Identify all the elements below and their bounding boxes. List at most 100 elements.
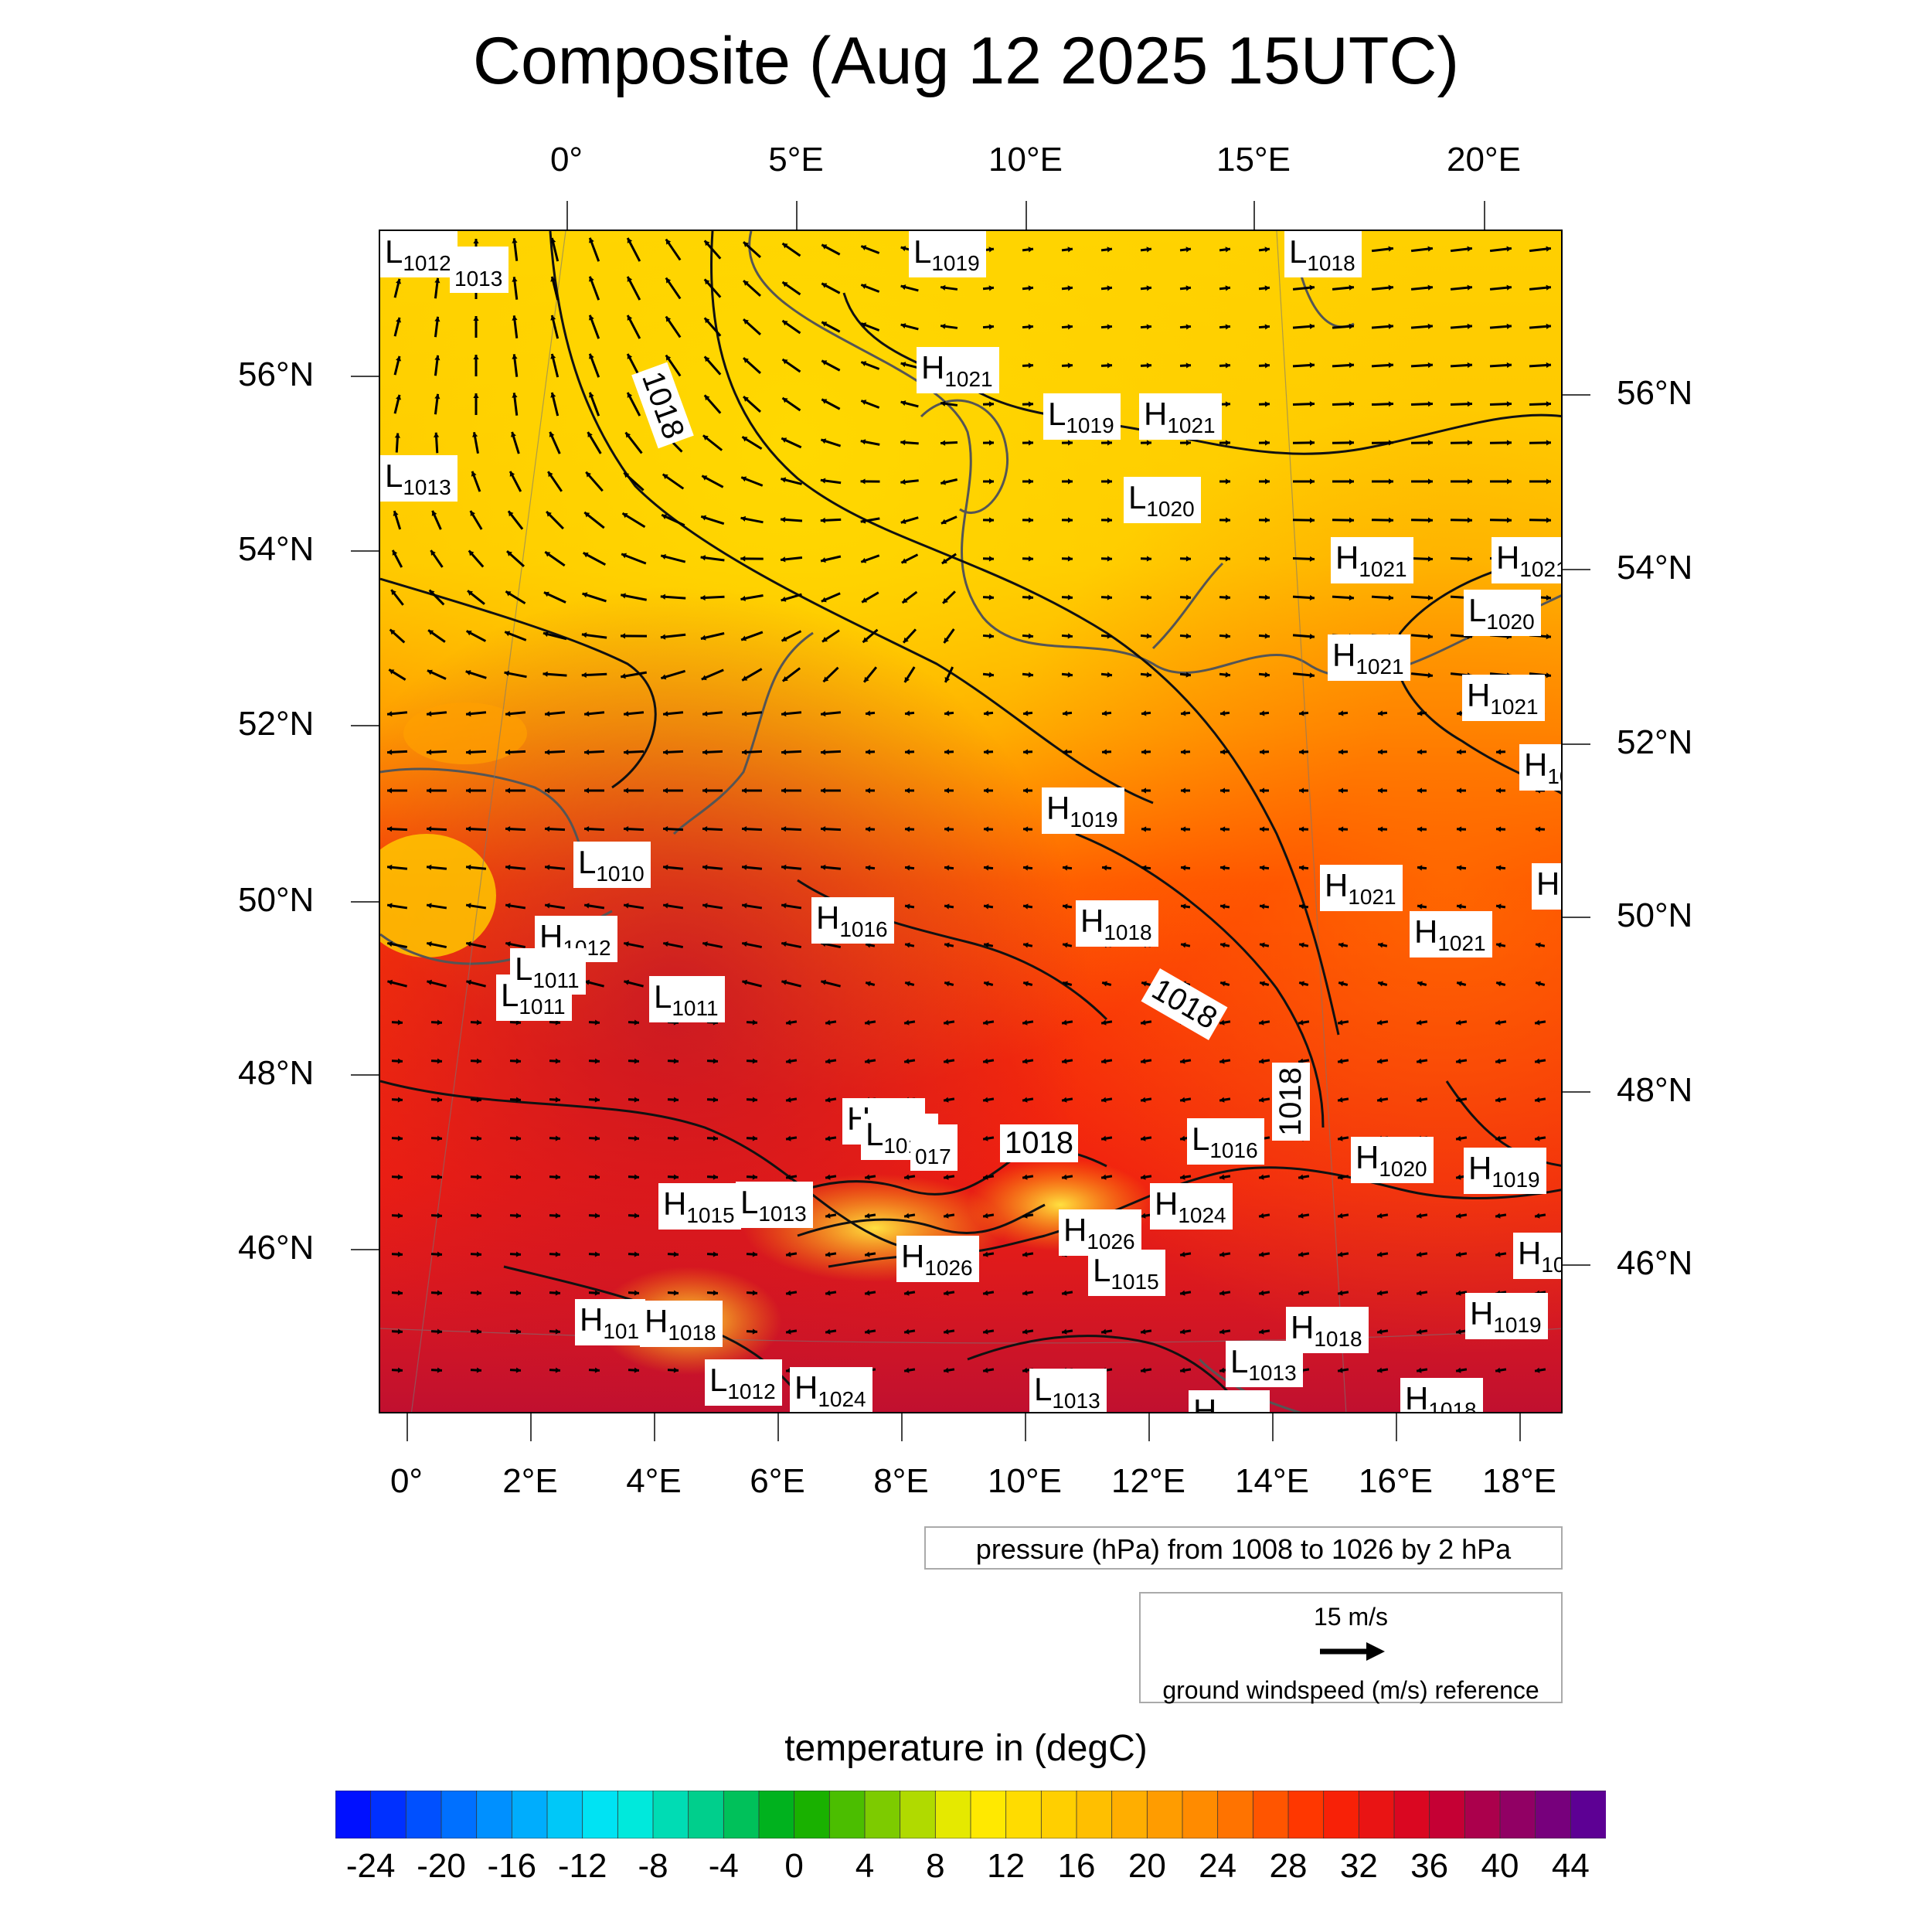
wind-arrow-head bbox=[1378, 749, 1383, 755]
wind-arrow-head bbox=[1378, 710, 1383, 716]
pressure-center-label: H1018 bbox=[1400, 1378, 1483, 1412]
wind-arrow-head bbox=[476, 1290, 481, 1296]
wind-arrow-head bbox=[1102, 981, 1107, 987]
pressure-center-type: H bbox=[1524, 747, 1548, 783]
wind-arrow-head bbox=[1427, 517, 1433, 523]
wind-arrow-head bbox=[397, 1367, 403, 1373]
wind-arrow-head bbox=[861, 400, 867, 406]
pressure-center-type: H bbox=[645, 1303, 668, 1339]
wind-arrow-head bbox=[1456, 1058, 1461, 1064]
pressure-center-label: H10 bbox=[1519, 744, 1561, 791]
wind-arrow-head bbox=[1298, 1290, 1304, 1296]
wind-arrow-head bbox=[1338, 1290, 1343, 1296]
wind-arrow-head bbox=[944, 826, 950, 832]
pressure-center-value: 1021 bbox=[1167, 413, 1216, 437]
wind-arrow-head bbox=[1264, 440, 1270, 446]
wind-arrow-head bbox=[944, 1174, 949, 1180]
wind-arrow-head bbox=[397, 1097, 403, 1103]
wind-arrow-head bbox=[634, 1367, 639, 1373]
wind-arrow-head bbox=[1338, 1097, 1343, 1103]
colorbar-tick-label: 20 bbox=[1128, 1847, 1166, 1885]
wind-arrow-head bbox=[396, 394, 402, 400]
wind-arrow-head bbox=[1338, 981, 1344, 987]
pressure-center-label: H1021 bbox=[1462, 675, 1545, 721]
wind-arrow-head bbox=[944, 903, 950, 910]
wind-arrow-head bbox=[1298, 1019, 1304, 1026]
top-lon-tick bbox=[1484, 201, 1485, 230]
colorbar-bin bbox=[335, 1791, 372, 1838]
wind-arrow-head bbox=[821, 979, 827, 985]
pressure-center-value: 1021 bbox=[1519, 557, 1561, 581]
wind-arrow-head bbox=[394, 433, 400, 438]
pressure-center-type: L bbox=[866, 1116, 884, 1152]
pressure-center-type: H bbox=[794, 1369, 818, 1406]
wind-arrow-head bbox=[1102, 865, 1107, 871]
wind-arrow-head bbox=[1388, 594, 1393, 601]
wind-arrow-head bbox=[825, 1251, 831, 1257]
wind-arrow-head bbox=[1141, 1367, 1146, 1373]
wind-arrow-head bbox=[786, 1019, 791, 1026]
bottom-lon-label: 16°E bbox=[1359, 1462, 1433, 1500]
wind-arrow-head bbox=[1417, 1058, 1422, 1064]
wind-arrow-head bbox=[988, 633, 994, 639]
wind-arrow-head bbox=[1298, 1174, 1304, 1180]
wind-arrow-head bbox=[1309, 440, 1315, 446]
wind-arrow-head bbox=[1309, 362, 1315, 369]
colorbar-bin bbox=[1217, 1791, 1254, 1838]
wind-arrow-head bbox=[1101, 1135, 1107, 1141]
wind-arrow-head bbox=[397, 1019, 403, 1026]
wind-arrow-head bbox=[1349, 401, 1354, 407]
wind-arrow-head bbox=[1141, 1213, 1146, 1219]
wind-arrow-head bbox=[476, 1213, 481, 1219]
wind-arrow-head bbox=[1022, 1367, 1028, 1373]
wind-arrow-head bbox=[904, 676, 910, 682]
wind-arrow-head bbox=[1298, 1213, 1304, 1219]
map-panel[interactable]: L1012 1013 L1019 L1018 H1021 L1019 H1021 L1013 L… bbox=[379, 230, 1563, 1413]
wind-arrow-head bbox=[1457, 865, 1462, 871]
wind-arrow-head bbox=[1299, 942, 1304, 948]
colorbar-bin bbox=[794, 1791, 831, 1838]
wind-arrow-head bbox=[545, 749, 550, 755]
wind-arrow-head bbox=[984, 942, 989, 948]
bottom-lon-tick bbox=[654, 1413, 655, 1441]
wind-arrow-head bbox=[1468, 478, 1472, 485]
pressure-center-label: L1019 bbox=[909, 231, 986, 277]
wind-arrow-head bbox=[740, 595, 746, 602]
wind-arrow-head bbox=[1067, 517, 1073, 523]
wind-arrow-head bbox=[905, 787, 910, 794]
wind-arrow-head bbox=[1417, 1213, 1422, 1219]
wind-arrow-head bbox=[634, 1135, 639, 1141]
pressure-center-value: 101 bbox=[603, 1319, 640, 1343]
wind-arrow-head bbox=[1220, 942, 1226, 948]
wind-arrow-head bbox=[625, 432, 631, 438]
colorbar-bin bbox=[758, 1791, 795, 1838]
wind-arrow-head bbox=[555, 1328, 560, 1335]
wind-arrow-head bbox=[1063, 749, 1068, 755]
wind-arrow-head bbox=[1457, 749, 1462, 755]
colorbar-bin bbox=[1076, 1791, 1113, 1838]
pressure-center-label: H1020 bbox=[1351, 1137, 1434, 1183]
wind-arrow-head bbox=[1225, 517, 1230, 523]
wind-arrow-head bbox=[466, 864, 471, 870]
pressure-center-type: H bbox=[1335, 539, 1359, 576]
wind-arrow-head bbox=[1260, 749, 1265, 755]
wind-arrow-head bbox=[1141, 1058, 1146, 1064]
pressure-center-type: L bbox=[709, 1362, 728, 1398]
wind-arrow-head bbox=[504, 670, 510, 676]
top-lon-label: 10°E bbox=[988, 141, 1063, 179]
wind-arrow-head bbox=[1259, 1058, 1264, 1064]
wind-arrow-head bbox=[1349, 517, 1354, 523]
pressure-center-label: L1013 bbox=[1226, 1341, 1303, 1387]
pressure-center-value: 1024 bbox=[1178, 1203, 1226, 1227]
wind-arrow-head bbox=[396, 317, 402, 323]
wind-arrow-head bbox=[1181, 826, 1186, 832]
wind-arrow-head bbox=[555, 1251, 560, 1257]
wind-arrow-head bbox=[427, 826, 432, 832]
wind-arrow-head bbox=[1456, 1213, 1461, 1219]
wind-arrow-head bbox=[704, 240, 710, 247]
wind-arrow-head bbox=[515, 1174, 521, 1180]
wind-arrow-head bbox=[634, 1058, 639, 1064]
wind-arrow-head bbox=[700, 594, 706, 601]
wind-arrow-head bbox=[594, 1367, 600, 1373]
wind-arrow-head bbox=[1063, 942, 1068, 948]
